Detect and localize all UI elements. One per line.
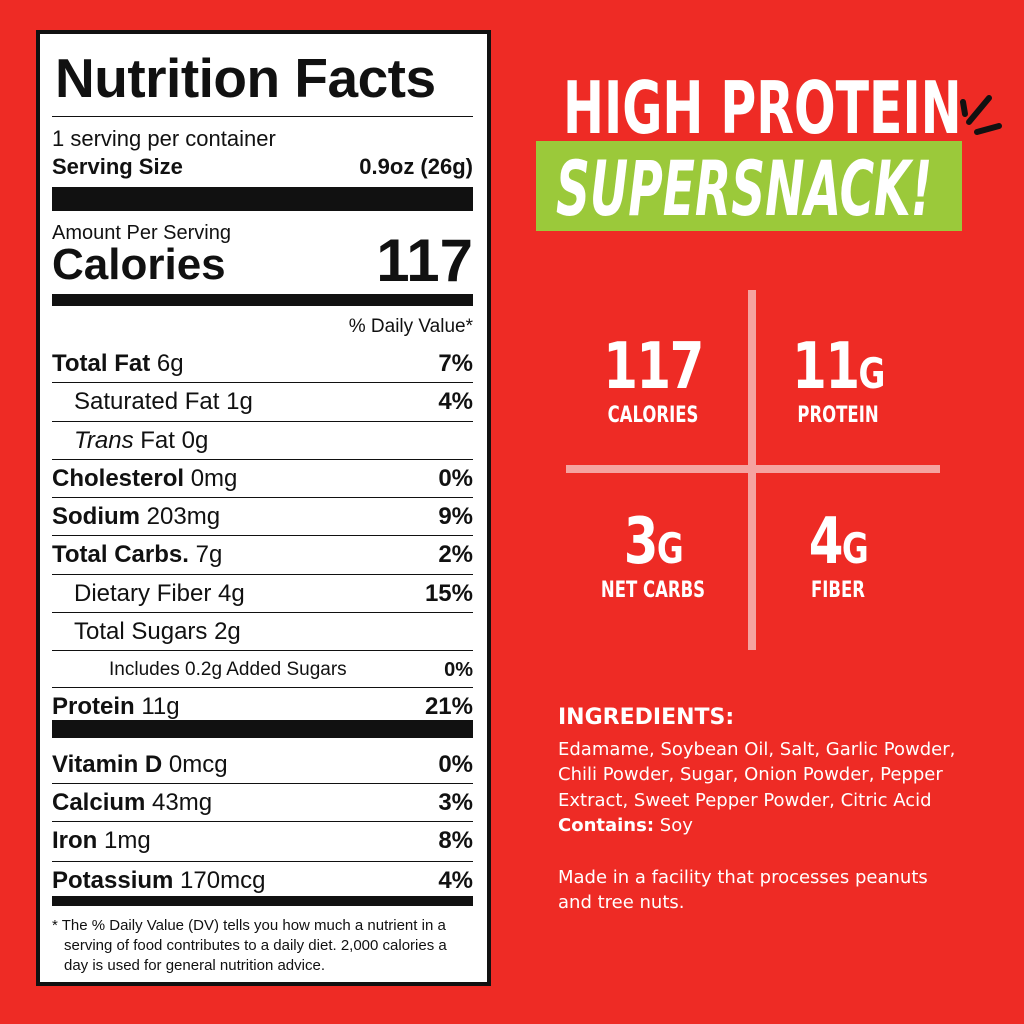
nutrient-row: Cholesterol 0mg 0%	[52, 459, 473, 498]
nutrient-row: Trans Fat 0g	[52, 421, 473, 460]
servings-per-container: 1 serving per container	[52, 126, 276, 151]
nutrient-name: Total Fat	[52, 350, 151, 377]
headline-supersnack: SUPERSNACK!	[556, 144, 933, 233]
nutrient-name: Trans	[74, 427, 134, 454]
nutrient-row: Total Sugars 2g	[52, 612, 473, 651]
nutrient-amount: 1g	[226, 388, 253, 415]
stat-protein: 11G PROTEIN	[748, 335, 928, 428]
nutrient-name: Iron	[52, 827, 98, 854]
nutrient-row: Potassium 170mcg 4%	[52, 861, 473, 900]
nutrient-amount: 43mg	[152, 789, 213, 816]
stat-calories: 117 CALORIES	[563, 335, 743, 428]
amount-per-serving: Amount Per Serving	[52, 222, 231, 244]
stat-fiber: 4G FIBER	[748, 510, 928, 603]
footnote: * The % Daily Value (DV) tells you how m…	[52, 917, 447, 974]
nutrient-amount: 11g	[141, 693, 180, 720]
nutrient-row: Total Fat 6g 7%	[52, 345, 473, 383]
nutrient-amount: 0mg	[190, 465, 238, 492]
nutrient-name: Calcium	[52, 789, 146, 816]
nutrient-amount: 0mcg	[168, 751, 228, 778]
nutrient-amount: 1mg	[104, 827, 151, 854]
stat-value: 117	[603, 330, 704, 404]
nutrient-name: Cholesterol	[52, 465, 185, 492]
ingredients-list: Edamame, Soybean Oil, Salt, Garlic Powde…	[558, 738, 956, 811]
nutrient-name: Saturated Fat	[74, 388, 220, 415]
stat-label: CALORIES	[607, 403, 699, 428]
contains-label: Contains:	[558, 815, 655, 836]
nutrient-daily-value: 0%	[438, 465, 473, 492]
nutrient-row: Vitamin D 0mcg 0%	[52, 746, 473, 784]
nutrient-row: Iron 1mg 8%	[52, 821, 473, 860]
nutrient-amount: 203mg	[146, 503, 221, 530]
calories-label: Calories	[52, 240, 226, 289]
stat-net-carbs: 3G NET CARBS	[563, 510, 743, 603]
nutrient-name: Protein	[52, 693, 135, 720]
nutrient-amount: 7g	[195, 541, 223, 568]
nutrient-name: Dietary Fiber	[74, 580, 212, 607]
nutrient-daily-value: 3%	[438, 789, 473, 816]
nutrient-amount: 6g	[156, 350, 184, 377]
nutrient-name: Includes 0.2g Added Sugars	[109, 659, 347, 680]
ingredients-heading: INGREDIENTS:	[558, 705, 735, 730]
nutrient-daily-value: 21%	[424, 693, 473, 720]
stat-label: NET CARBS	[600, 578, 706, 603]
stat-label: FIBER	[811, 578, 865, 603]
daily-value-header: % Daily Value*	[348, 316, 473, 337]
nutrient-daily-value: 0%	[444, 658, 473, 681]
nutrient-row: Total Carbs. 7g 2%	[52, 535, 473, 574]
facility-note: Made in a facility that processes peanut…	[558, 866, 928, 914]
stat-value: 11	[792, 330, 860, 404]
headline-high-protein: HIGH PROTEIN	[563, 66, 962, 150]
stat-unit: G	[841, 524, 869, 573]
serving-size-label: Serving Size	[52, 154, 183, 179]
nutrient-daily-value: 0%	[438, 751, 473, 778]
nutrient-daily-value: 7%	[438, 350, 473, 377]
nutrient-daily-value: 15%	[424, 580, 473, 607]
burst-lines-icon	[960, 95, 1002, 135]
stat-unit: G	[656, 524, 684, 573]
stat-unit: G	[858, 349, 885, 398]
contains-value: Soy	[659, 815, 693, 836]
ingredients-section: INGREDIENTS: Edamame, Soybean Oil, Salt,…	[558, 705, 978, 916]
nutrient-amount: 0g	[181, 427, 209, 454]
nutrient-row: Dietary Fiber 4g 15%	[52, 574, 473, 613]
nutrient-daily-value: 2%	[438, 541, 473, 568]
nutrient-row: Saturated Fat 1g 4%	[52, 382, 473, 421]
stat-value: 3	[623, 505, 659, 579]
headline-banner	[536, 141, 962, 231]
nutrient-name: Total Sugars	[74, 618, 208, 645]
nutrient-name: Total Carbs.	[52, 541, 189, 568]
nutrient-row: Sodium 203mg 9%	[52, 497, 473, 536]
calories-value: 117	[376, 227, 473, 294]
serving-size-value: 0.9oz (26g)	[359, 154, 473, 179]
nutrition-facts-label: Nutrition Facts 1 serving per container …	[36, 30, 491, 986]
nutrient-name-suffix: Fat	[140, 427, 175, 454]
stat-value: 4	[808, 505, 844, 579]
nutrient-name: Vitamin D	[52, 751, 163, 778]
nutrition-title: Nutrition Facts	[55, 47, 436, 109]
nutrient-amount: 2g	[214, 618, 241, 645]
nutrient-row: Protein 11g 21%	[52, 687, 473, 726]
nutrient-amount: 170mcg	[180, 867, 266, 894]
nutrient-amount: 4g	[218, 580, 245, 607]
nutrient-daily-value: 4%	[438, 867, 473, 894]
nutrient-daily-value: 8%	[438, 827, 473, 854]
nutrient-name: Potassium	[52, 867, 174, 894]
nutrient-daily-value: 9%	[438, 503, 473, 530]
nutrient-row: Calcium 43mg 3%	[52, 783, 473, 822]
stats-horizontal-divider	[566, 465, 940, 473]
nutrient-daily-value: 4%	[438, 388, 473, 415]
stat-label: PROTEIN	[797, 403, 879, 428]
nutrient-row: Includes 0.2g Added Sugars 0%	[52, 650, 473, 689]
nutrient-name: Sodium	[52, 503, 140, 530]
